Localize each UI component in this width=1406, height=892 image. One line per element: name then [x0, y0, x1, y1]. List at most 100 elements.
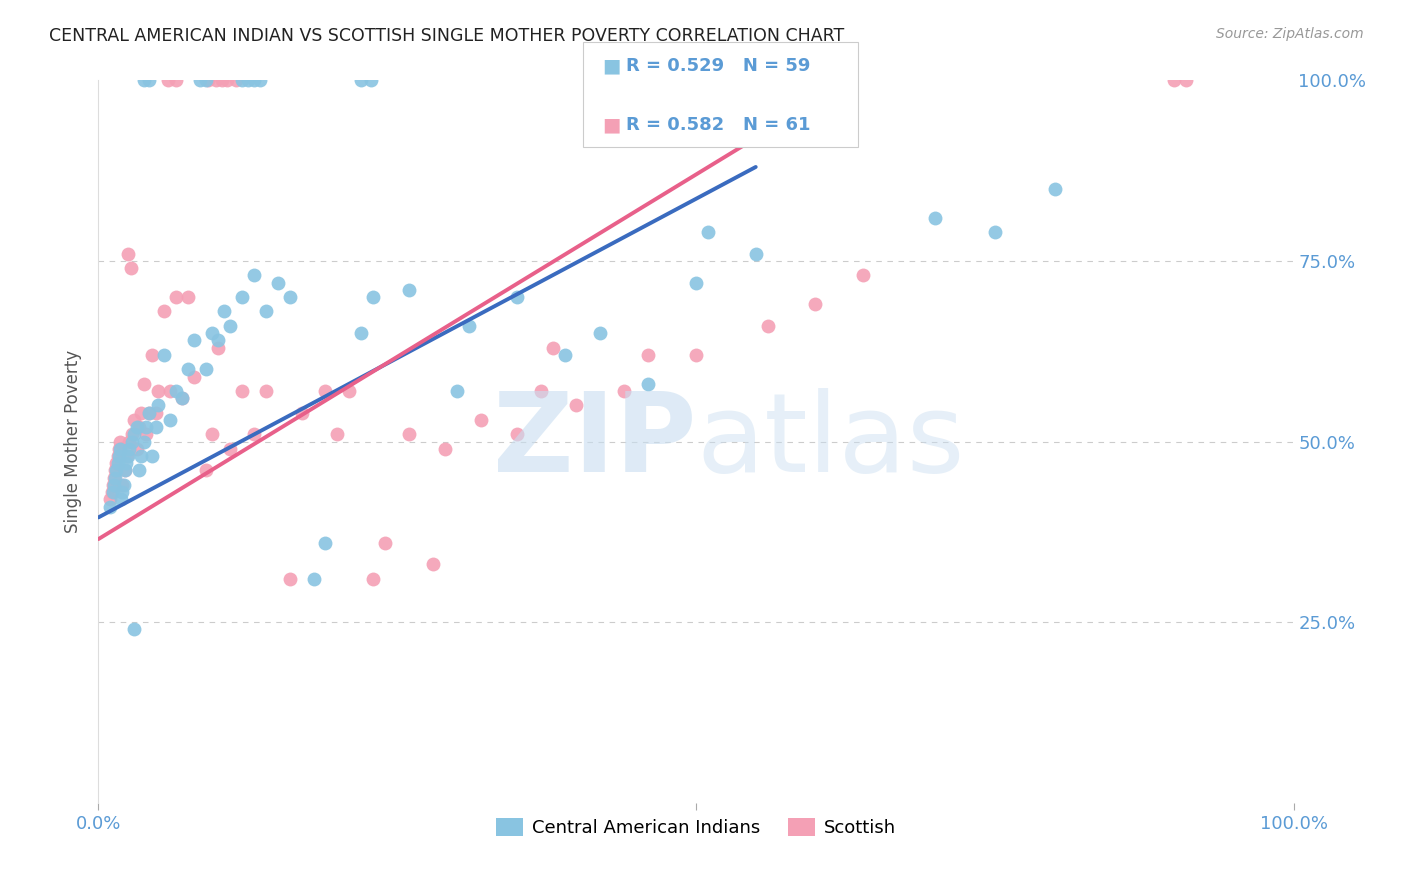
Text: ■: ■	[602, 56, 620, 76]
Point	[506, 290, 529, 304]
Point	[103, 470, 125, 484]
Point	[207, 341, 229, 355]
Point	[172, 391, 194, 405]
Point	[195, 73, 218, 87]
Point	[243, 73, 266, 87]
Point	[924, 211, 946, 225]
Point	[207, 334, 229, 348]
Point	[115, 456, 138, 470]
Point	[107, 449, 129, 463]
Point	[530, 384, 553, 398]
Point	[350, 73, 373, 87]
Text: R = 0.529   N = 59: R = 0.529 N = 59	[626, 57, 810, 75]
Point	[183, 334, 205, 348]
Point	[589, 326, 612, 340]
Point	[315, 535, 337, 549]
Point	[138, 406, 160, 420]
Point	[350, 326, 373, 340]
Point	[219, 442, 242, 456]
Point	[114, 463, 136, 477]
Point	[374, 535, 396, 549]
Point	[204, 73, 226, 87]
Point	[197, 73, 219, 87]
Point	[177, 362, 200, 376]
Point	[254, 304, 277, 318]
Point	[165, 73, 187, 87]
Point	[339, 384, 361, 398]
Point	[506, 427, 529, 442]
Point	[326, 427, 349, 442]
Point	[188, 73, 211, 87]
Point	[111, 485, 134, 500]
Point	[110, 492, 132, 507]
Point	[141, 449, 163, 463]
Point	[104, 463, 127, 477]
Point	[121, 427, 143, 442]
Point	[132, 73, 155, 87]
Point	[756, 318, 779, 333]
Point	[360, 73, 382, 87]
Point	[120, 261, 142, 276]
Point	[104, 470, 127, 484]
Point	[156, 73, 179, 87]
Point	[458, 318, 481, 333]
Point	[291, 406, 314, 420]
Point	[211, 73, 233, 87]
Text: Source: ZipAtlas.com: Source: ZipAtlas.com	[1216, 27, 1364, 41]
Point	[541, 341, 564, 355]
Point	[446, 384, 468, 398]
Point	[117, 449, 139, 463]
Y-axis label: Single Mother Poverty: Single Mother Poverty	[65, 350, 83, 533]
Point	[434, 442, 457, 456]
Point	[1163, 73, 1185, 87]
Point	[98, 492, 122, 507]
Point	[125, 420, 148, 434]
Point	[852, 268, 875, 283]
Point	[637, 348, 659, 362]
Point	[1043, 182, 1066, 196]
Point	[125, 442, 148, 456]
Text: atlas: atlas	[696, 388, 965, 495]
Point	[278, 290, 301, 304]
Point	[219, 318, 242, 333]
Point	[98, 500, 122, 514]
Point	[128, 463, 150, 477]
Point	[1175, 73, 1198, 87]
Point	[172, 391, 194, 405]
Point	[101, 485, 124, 500]
Point	[165, 384, 187, 398]
Point	[118, 442, 141, 456]
Point	[254, 384, 277, 398]
Point	[565, 398, 588, 412]
Point	[422, 558, 444, 572]
Point	[111, 478, 134, 492]
Point	[118, 434, 141, 449]
Point	[363, 572, 385, 586]
Point	[135, 427, 157, 442]
Text: R = 0.582   N = 61: R = 0.582 N = 61	[626, 116, 810, 134]
Point	[398, 283, 420, 297]
Point	[135, 420, 157, 434]
Point	[249, 73, 271, 87]
Point	[804, 297, 827, 311]
Point	[613, 384, 636, 398]
Point	[145, 420, 167, 434]
Point	[363, 290, 385, 304]
Point	[114, 463, 136, 477]
Point	[105, 456, 128, 470]
Point	[145, 406, 167, 420]
Point	[398, 427, 420, 442]
Point	[132, 434, 155, 449]
Point	[103, 478, 125, 492]
Point	[138, 406, 160, 420]
Point	[243, 427, 266, 442]
Point	[124, 413, 146, 427]
Point	[131, 449, 153, 463]
Point	[302, 572, 325, 586]
Point	[101, 478, 124, 492]
Point	[108, 442, 131, 456]
Point	[141, 348, 163, 362]
Point	[153, 304, 176, 318]
Point	[105, 463, 128, 477]
Point	[231, 290, 253, 304]
